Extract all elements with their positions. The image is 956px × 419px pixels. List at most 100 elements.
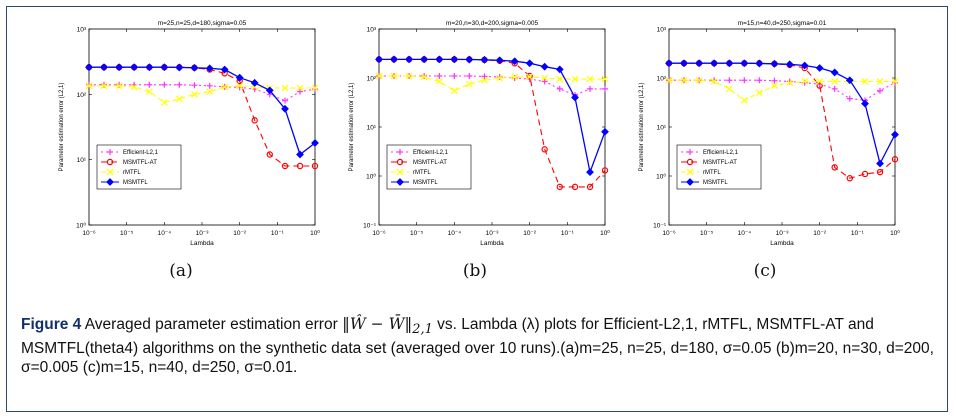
data-point bbox=[816, 82, 823, 89]
y-tick-label: 10² bbox=[657, 76, 667, 83]
legend-marker bbox=[686, 158, 694, 166]
legend-label: MSMTFL-AT bbox=[123, 160, 157, 166]
legend-label: Efficient-L2,1 bbox=[413, 150, 449, 156]
data-point bbox=[891, 78, 899, 85]
data-point bbox=[846, 95, 853, 102]
data-point bbox=[695, 76, 703, 84]
chart-b: 10⁻⁶ 10⁻⁵ 10⁻⁴ 10⁻³ 10⁻² 10⁻¹ 10⁰ 10⁻¹ 10⁰ 10¹ 10²… bbox=[349, 20, 610, 247]
data-point bbox=[465, 80, 473, 88]
legend: Efficient-L2,1 MSMTFL-AT rMTFL MSMTFL bbox=[386, 144, 472, 190]
data-point bbox=[891, 156, 899, 163]
data-point bbox=[296, 150, 304, 159]
data-point bbox=[100, 63, 108, 72]
legend-marker bbox=[396, 178, 404, 186]
data-point bbox=[100, 81, 107, 88]
data-point bbox=[831, 164, 838, 171]
legend-marker bbox=[106, 158, 114, 166]
data-point bbox=[495, 56, 504, 65]
data-point bbox=[816, 78, 824, 85]
series-msmtfl bbox=[665, 59, 899, 168]
data-point bbox=[296, 162, 304, 170]
plot-area bbox=[378, 28, 606, 226]
figure-number: Figure 4 bbox=[21, 316, 82, 333]
data-point bbox=[281, 84, 289, 92]
data-point bbox=[601, 127, 609, 136]
data-point bbox=[586, 168, 594, 177]
legend-label: MSMTFL-AT bbox=[703, 160, 737, 166]
data-point bbox=[786, 79, 794, 87]
x-tick-label: 10⁻⁵ bbox=[120, 230, 134, 237]
x-tick-label: 10⁻⁶ bbox=[372, 230, 386, 237]
data-point bbox=[205, 64, 214, 73]
series-line bbox=[89, 66, 316, 156]
data-point bbox=[435, 78, 443, 85]
legend: Efficient-L2,1 MSMTFL-AT rMTFL MSMTFL bbox=[96, 144, 182, 190]
data-point bbox=[541, 78, 548, 85]
chart-title: m=20,n=30,d=200,sigma=0.005 bbox=[446, 20, 539, 27]
subfigure-label-c: (c) bbox=[753, 261, 777, 281]
x-tick-label: 10⁻⁴ bbox=[158, 230, 172, 237]
data-point bbox=[680, 59, 688, 68]
data-point bbox=[465, 55, 474, 64]
data-point bbox=[876, 159, 884, 168]
data-point bbox=[680, 76, 688, 84]
data-point bbox=[161, 81, 168, 88]
data-point bbox=[100, 82, 108, 90]
data-point bbox=[511, 73, 519, 81]
data-point bbox=[665, 59, 673, 68]
data-point bbox=[436, 72, 443, 79]
legend-label: MSMTFL bbox=[413, 180, 438, 186]
data-point bbox=[145, 63, 154, 72]
data-point bbox=[830, 68, 839, 77]
data-point bbox=[450, 87, 458, 95]
chart-title: m=25,n=25,d=180,sigma=0.05 bbox=[158, 20, 247, 27]
series-line bbox=[669, 79, 895, 101]
series-line bbox=[379, 58, 606, 175]
data-point bbox=[311, 84, 319, 92]
data-point bbox=[130, 63, 139, 72]
data-point bbox=[710, 59, 719, 68]
legend-marker bbox=[106, 168, 114, 176]
subfigure-label-a: (a) bbox=[169, 261, 193, 281]
data-point bbox=[466, 72, 473, 79]
data-point bbox=[541, 74, 549, 82]
plot-area bbox=[88, 28, 316, 226]
series-msmtfl bbox=[85, 63, 319, 159]
data-point bbox=[116, 81, 123, 88]
data-point bbox=[831, 78, 839, 85]
data-point bbox=[800, 61, 809, 70]
data-point bbox=[375, 72, 383, 80]
data-point bbox=[526, 73, 534, 81]
x-axis-label: Lambda bbox=[770, 240, 794, 247]
series-msmtfl bbox=[375, 55, 609, 177]
data-point bbox=[831, 85, 838, 92]
series-line bbox=[379, 75, 605, 96]
x-tick-label: 10⁻⁴ bbox=[738, 230, 752, 237]
x-tick-label: 10⁻¹ bbox=[271, 230, 285, 237]
data-point bbox=[115, 82, 123, 90]
data-point bbox=[450, 55, 459, 64]
x-tick-label: 10⁻² bbox=[233, 230, 247, 237]
x-tick-label: 10⁻⁵ bbox=[700, 230, 714, 237]
data-point bbox=[555, 65, 564, 74]
y-tick-label: 10¹ bbox=[657, 125, 667, 132]
data-point bbox=[695, 59, 704, 68]
data-point bbox=[375, 55, 383, 64]
legend-label: rMTFL bbox=[123, 170, 141, 176]
chart-title: m=15,n=40,d=250,sigma=0.01 bbox=[738, 20, 827, 27]
x-tick-label: 10⁻⁶ bbox=[662, 230, 676, 237]
data-point bbox=[86, 81, 92, 88]
x-tick-label: 10⁻¹ bbox=[561, 230, 575, 237]
y-tick-label: 10² bbox=[77, 92, 87, 99]
data-point bbox=[297, 88, 304, 95]
data-point bbox=[282, 97, 289, 104]
caption-text-rest: vs. Lambda (λ) plots for Efficient-L2,1,… bbox=[21, 316, 934, 377]
x-tick-label: 10⁻² bbox=[523, 230, 537, 237]
legend-marker bbox=[107, 149, 113, 155]
data-point bbox=[571, 75, 579, 83]
chart-c: 10⁻⁶ 10⁻⁵ 10⁻⁴ 10⁻³ 10⁻² 10⁻¹ 10⁰ 10⁻¹ 10⁰ 10¹ 10²… bbox=[639, 20, 900, 247]
plot-area bbox=[668, 28, 896, 226]
data-point bbox=[740, 59, 749, 68]
data-point bbox=[741, 77, 748, 84]
data-point bbox=[815, 64, 824, 72]
